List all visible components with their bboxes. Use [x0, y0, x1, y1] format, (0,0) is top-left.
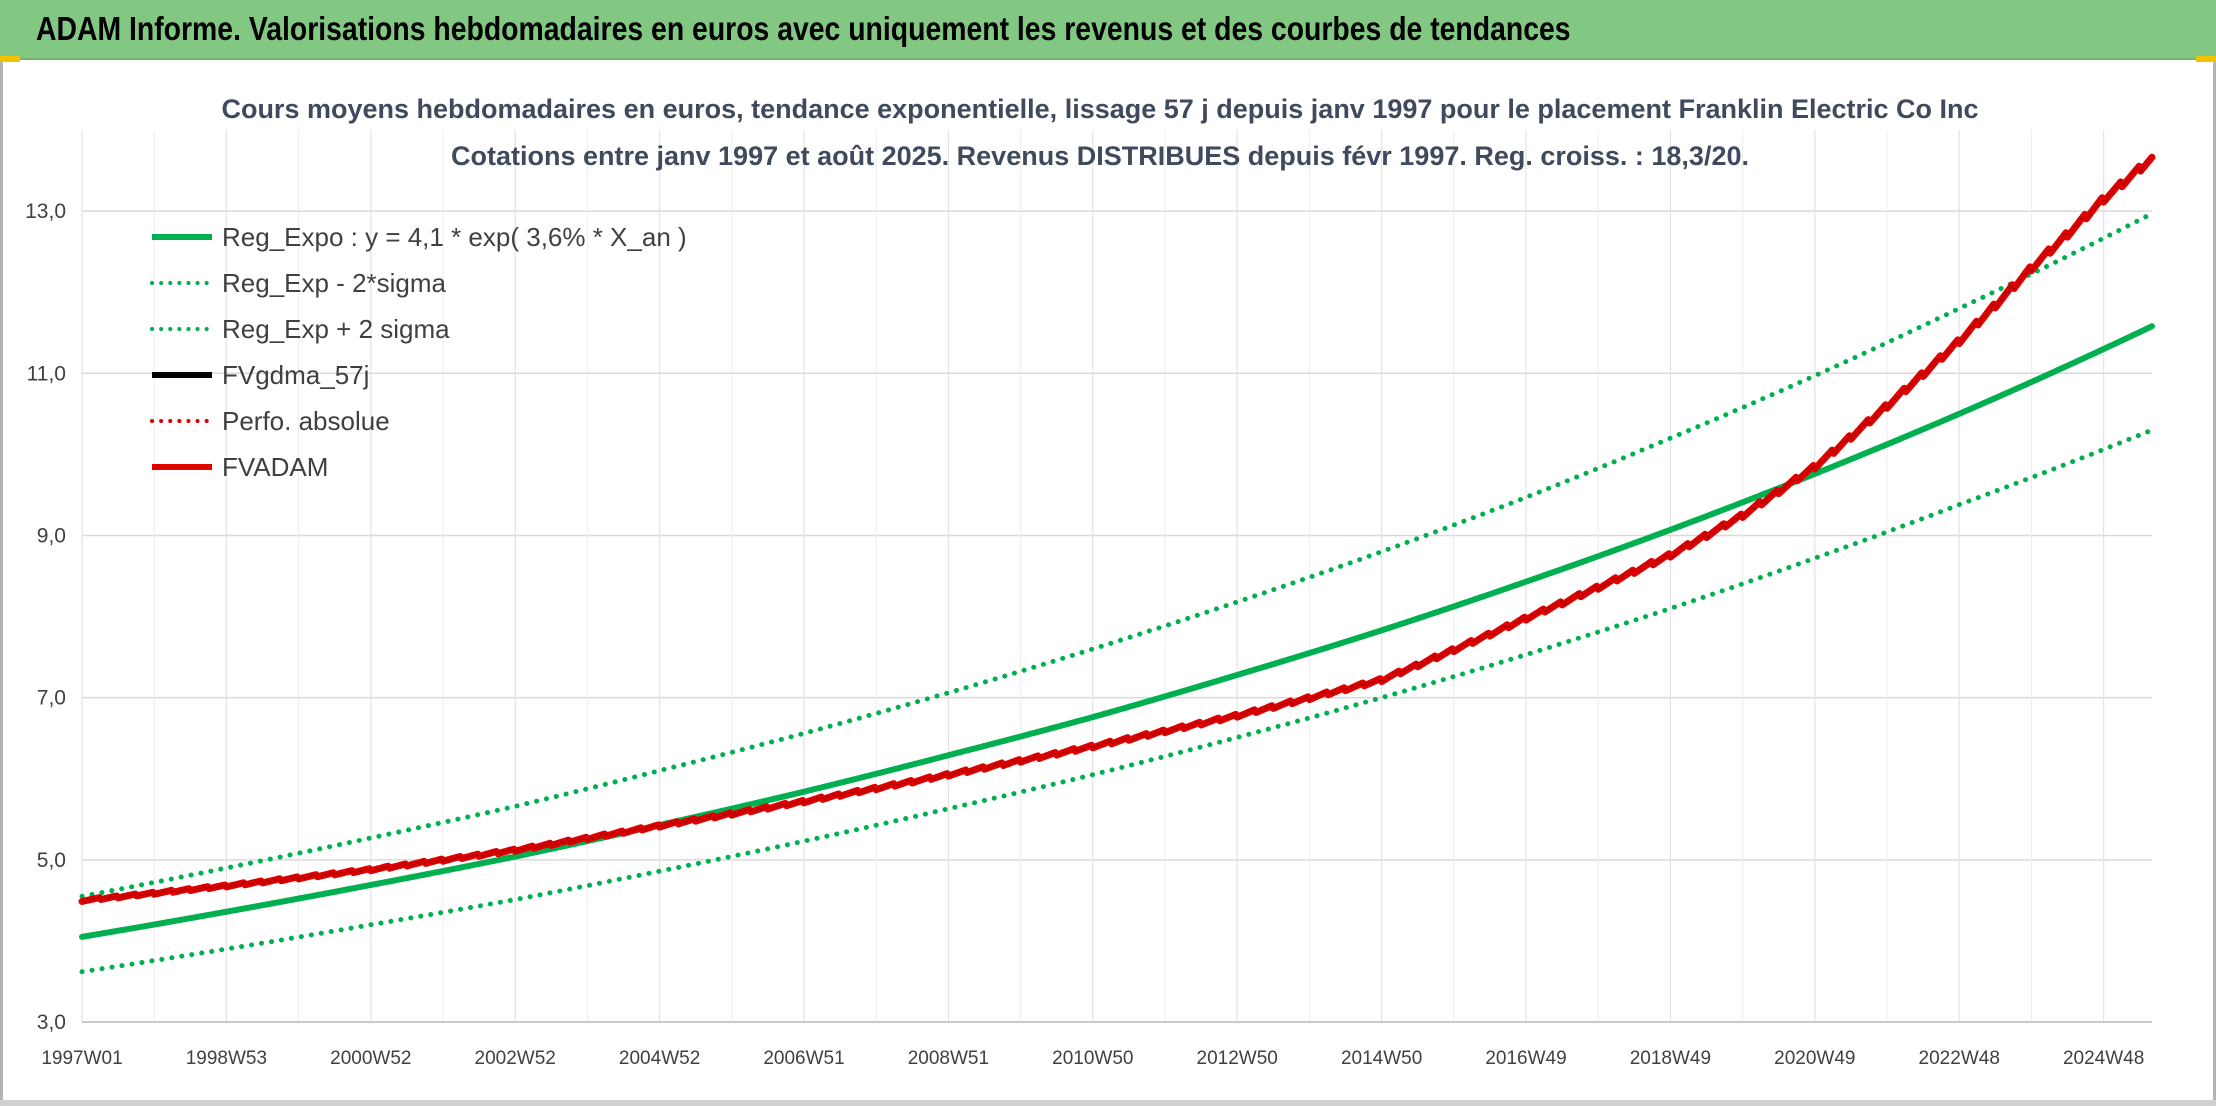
fvadam-step-texture	[81, 158, 2153, 904]
y-tick-label: 9,0	[37, 524, 66, 547]
x-axis-ticks: 1997W01 1998W53 2000W52 2002W52 2004W52 2006W…	[41, 1048, 2144, 1069]
report-title: ADAM Informe. Valorisations hebdomadaire…	[36, 10, 1571, 47]
series-line-1	[79, 427, 2155, 975]
legend: Reg_Expo : y = 4,1 * exp( 3,6% * X_an ) R…	[150, 222, 687, 482]
chart-frame	[0, 62, 2216, 1106]
x-tick-label: 2008W51	[908, 1048, 989, 1069]
x-tick-label: 2020W49	[1774, 1048, 1855, 1069]
series-line-0	[79, 323, 2155, 940]
y-tick-label: 5,0	[37, 849, 66, 872]
corner-marker-left	[0, 56, 20, 62]
x-tick-label: 2004W52	[619, 1048, 700, 1069]
x-tick-label: 2024W48	[2063, 1048, 2144, 1069]
x-tick-label: 2014W50	[1341, 1048, 1422, 1069]
legend-label-3: FVgdma_57j	[222, 360, 369, 390]
legend-label-5: FVADAM	[222, 452, 328, 482]
y-axis-ticks: 3,0 5,0 7,0 9,0 11,0 13,0	[25, 200, 66, 1034]
chart-subtitle: Cotations entre janv 1997 et août 2025. …	[451, 141, 1749, 171]
legend-label-1: Reg_Exp - 2*sigma	[222, 268, 447, 298]
x-tick-label: 2010W50	[1052, 1048, 1133, 1069]
x-tick-label: 2000W52	[330, 1048, 411, 1069]
y-tick-label: 13,0	[25, 200, 66, 223]
legend-label-2: Reg_Exp + 2 sigma	[222, 314, 450, 344]
y-tick-label: 3,0	[37, 1011, 66, 1034]
y-tick-label: 11,0	[27, 362, 66, 385]
series-line-2	[79, 211, 2155, 899]
bottom-border	[0, 1100, 2216, 1106]
x-tick-label: 1997W01	[41, 1048, 122, 1069]
x-tick-label: 1998W53	[186, 1048, 267, 1069]
series-lines	[78, 153, 2156, 975]
x-tick-label: 2016W49	[1485, 1048, 1566, 1069]
legend-label-4: Perfo. absolue	[222, 406, 390, 436]
x-tick-label: 2002W52	[475, 1048, 556, 1069]
x-tick-label: 2018W49	[1630, 1048, 1711, 1069]
x-tick-label: 2012W50	[1197, 1048, 1278, 1069]
report-header: ADAM Informe. Valorisations hebdomadaire…	[0, 0, 2216, 60]
grid-lines	[81, 130, 2152, 1023]
x-tick-label: 2022W48	[1919, 1048, 2000, 1069]
corner-marker-right	[2196, 56, 2216, 62]
x-tick-label: 2006W51	[763, 1048, 844, 1069]
legend-label-0: Reg_Expo : y = 4,1 * exp( 3,6% * X_an )	[222, 222, 687, 252]
chart-title: Cours moyens hebdomadaires en euros, ten…	[221, 94, 1978, 124]
y-tick-label: 7,0	[37, 687, 66, 710]
